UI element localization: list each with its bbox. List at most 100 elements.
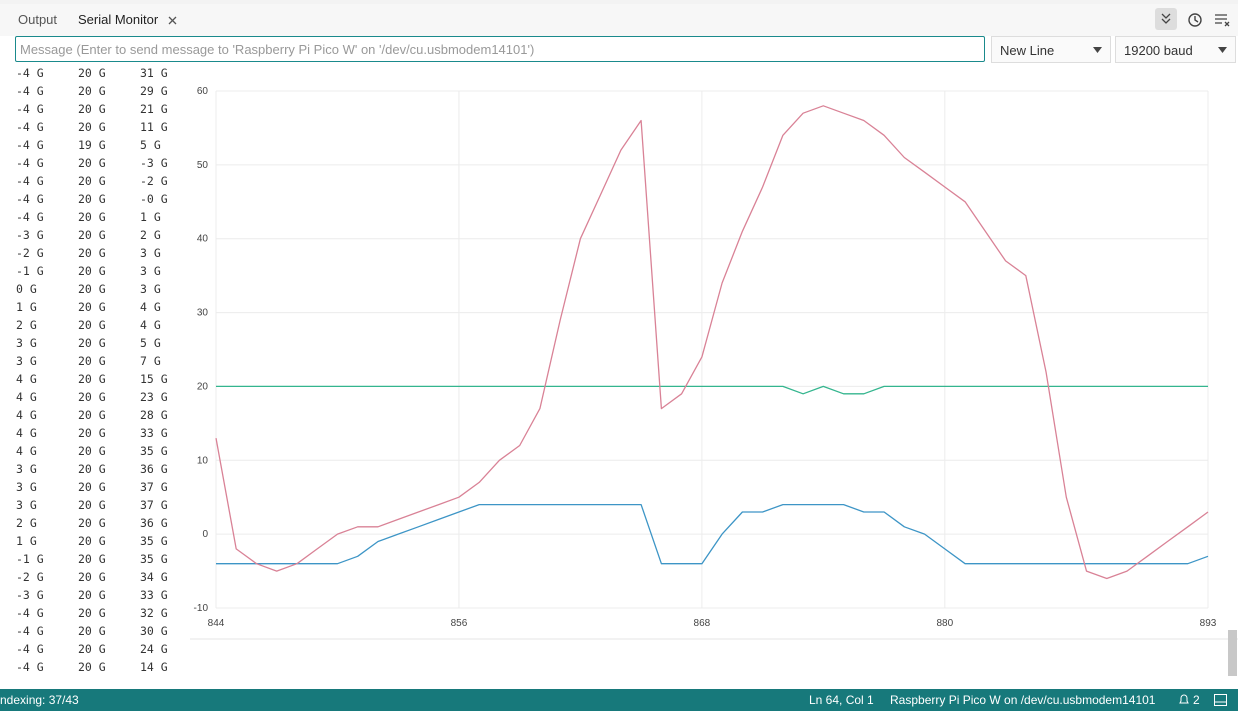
- status-text[interactable]: 2: [1193, 693, 1200, 707]
- serial-value: -4 G: [16, 138, 44, 152]
- serial-value: 20 G: [78, 498, 106, 512]
- serial-value: -4 G: [16, 102, 44, 116]
- x-tick-label: 844: [208, 618, 225, 629]
- line-ending-dropdown[interactable]: New Line: [991, 36, 1111, 63]
- serial-line: -3 G 20 G 2 G: [0, 228, 190, 246]
- serial-value: 19 G: [78, 138, 106, 152]
- y-tick-label: 0: [202, 529, 208, 540]
- close-icon[interactable]: [167, 15, 178, 26]
- clear-icon[interactable]: [1214, 13, 1230, 27]
- serial-value: 20 G: [78, 210, 106, 224]
- serial-line: -4 G 20 G -2 G: [0, 174, 190, 192]
- serial-line: 4 G 20 G 33 G: [0, 426, 190, 444]
- series-line: [216, 503, 1209, 565]
- serial-value: 30 G: [140, 624, 168, 638]
- serial-line: -4 G 20 G 14 G: [0, 660, 190, 678]
- status-text[interactable]: Ln 64, Col 1: [809, 693, 874, 707]
- serial-value: 3 G: [16, 336, 37, 350]
- serial-line: -1 G 20 G 3 G: [0, 264, 190, 282]
- serial-value: 20 G: [78, 264, 106, 278]
- serial-value: 20 G: [78, 408, 106, 422]
- serial-value: 36 G: [140, 462, 168, 476]
- x-tick-label: 880: [936, 618, 953, 629]
- bell-icon[interactable]: [1178, 694, 1190, 706]
- scrollbar[interactable]: [1228, 630, 1237, 676]
- serial-value: 3 G: [140, 246, 161, 260]
- status-text[interactable]: Raspberry Pi Pico W on /dev/cu.usbmodem1…: [890, 693, 1156, 707]
- y-tick-label: 30: [197, 308, 209, 319]
- serial-value: -3 G: [140, 156, 168, 170]
- serial-line: 3 G 20 G 36 G: [0, 462, 190, 480]
- serial-value: 20 G: [78, 426, 106, 440]
- serial-value: 20 G: [78, 246, 106, 260]
- serial-value: 5 G: [140, 138, 161, 152]
- serial-value: 20 G: [78, 462, 106, 476]
- serial-line: -4 G 20 G 29 G: [0, 84, 190, 102]
- serial-value: 4 G: [16, 444, 37, 458]
- serial-line: -1 G 20 G 35 G: [0, 552, 190, 570]
- serial-line: 3 G 20 G 5 G: [0, 336, 190, 354]
- y-tick-label: 50: [197, 160, 209, 171]
- timestamp-icon[interactable]: [1187, 12, 1203, 28]
- serial-value: 20 G: [78, 372, 106, 386]
- serial-value: 34 G: [140, 570, 168, 584]
- serial-line: -4 G 20 G 24 G: [0, 642, 190, 660]
- layout-icon[interactable]: [1214, 694, 1227, 706]
- serial-value: 33 G: [140, 588, 168, 602]
- status-text: ndexing: 37/43: [0, 693, 79, 707]
- baud-dropdown[interactable]: 19200 baud: [1115, 36, 1236, 63]
- serial-value: 20 G: [78, 552, 106, 566]
- series-line: [216, 385, 1208, 395]
- serial-value: -2 G: [16, 570, 44, 584]
- serial-value: 2 G: [16, 516, 37, 530]
- serial-line: -4 G 20 G 11 G: [0, 120, 190, 138]
- status-bar: ndexing: 37/43 Ln 64, Col 1 Raspberry Pi…: [0, 689, 1238, 711]
- serial-line: -4 G 20 G -0 G: [0, 192, 190, 210]
- serial-value: 20 G: [78, 570, 106, 584]
- serial-value: 20 G: [78, 300, 106, 314]
- serial-value: 20 G: [78, 102, 106, 116]
- serial-value: 37 G: [140, 480, 168, 494]
- serial-value: 20 G: [78, 660, 106, 674]
- serial-value: 20 G: [78, 534, 106, 548]
- serial-line: 3 G 20 G 37 G: [0, 498, 190, 516]
- serial-value: 23 G: [140, 390, 168, 404]
- serial-value: 14 G: [140, 660, 168, 674]
- series-line: [215, 105, 1209, 580]
- serial-value: 15 G: [140, 372, 168, 386]
- serial-line: 1 G 20 G 4 G: [0, 300, 190, 318]
- serial-line: -2 G 20 G 3 G: [0, 246, 190, 264]
- serial-value: -4 G: [16, 624, 44, 638]
- serial-line: -3 G 20 G 33 G: [0, 588, 190, 606]
- serial-value: -4 G: [16, 642, 44, 656]
- serial-value: 20 G: [78, 318, 106, 332]
- serial-line: 3 G 20 G 7 G: [0, 354, 190, 372]
- plotter: -10 0 10 20 30 40 50 60 844 856 868 880 893: [190, 86, 1238, 640]
- autoscroll-button[interactable]: [1155, 8, 1177, 30]
- serial-line: -4 G 20 G -3 G: [0, 156, 190, 174]
- serial-value: 7 G: [140, 354, 161, 368]
- serial-value: 20 G: [78, 84, 106, 98]
- serial-line: 4 G 20 G 15 G: [0, 372, 190, 390]
- y-tick-label: 20: [197, 381, 209, 392]
- serial-line: 4 G 20 G 35 G: [0, 444, 190, 462]
- serial-value: 1 G: [16, 300, 37, 314]
- serial-value: 20 G: [78, 282, 106, 296]
- tab[interactable]: Output: [18, 12, 58, 27]
- serial-value: 3 G: [140, 282, 161, 296]
- dropdown-label: 19200 baud: [1124, 43, 1193, 58]
- serial-value: 32 G: [140, 606, 168, 620]
- serial-line: -4 G 20 G 21 G: [0, 102, 190, 120]
- serial-value: 20 G: [78, 354, 106, 368]
- serial-value: -3 G: [16, 588, 44, 602]
- serial-value: 21 G: [140, 102, 168, 116]
- serial-value: 29 G: [140, 84, 168, 98]
- serial-value: -4 G: [16, 606, 44, 620]
- serial-value: 1 G: [140, 210, 161, 224]
- message-input[interactable]: Message (Enter to send message to 'Raspb…: [15, 36, 985, 62]
- serial-line: -4 G 20 G 32 G: [0, 606, 190, 624]
- serial-value: -4 G: [16, 210, 44, 224]
- serial-value: -4 G: [16, 192, 44, 206]
- tab[interactable]: Serial Monitor: [78, 12, 159, 27]
- serial-value: -2 G: [140, 174, 168, 188]
